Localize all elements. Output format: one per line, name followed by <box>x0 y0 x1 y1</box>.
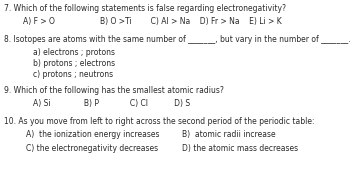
Text: a) electrons ; protons: a) electrons ; protons <box>33 48 115 57</box>
Text: A) Si              B) P             C) Cl           D) S: A) Si B) P C) Cl D) S <box>33 99 190 108</box>
Text: A) F > O                   B) O >Ti        C) Al > Na    D) Fr > Na    E) Li > K: A) F > O B) O >Ti C) Al > Na D) Fr > Na … <box>23 17 281 26</box>
Text: D) the atomic mass decreases: D) the atomic mass decreases <box>182 144 298 153</box>
Text: B)  atomic radii increase: B) atomic radii increase <box>182 130 276 139</box>
Text: C) the electronegativity decreases: C) the electronegativity decreases <box>26 144 158 153</box>
Text: c) protons ; neutrons: c) protons ; neutrons <box>33 70 113 79</box>
Text: A)  the ionization energy increases: A) the ionization energy increases <box>26 130 160 139</box>
Text: 7. Which of the following statements is false regarding electronegativity?: 7. Which of the following statements is … <box>4 4 286 13</box>
Text: 9. Which of the following has the smallest atomic radius?: 9. Which of the following has the smalle… <box>4 86 224 95</box>
Text: 10. As you move from left to right across the second period of the periodic tabl: 10. As you move from left to right acros… <box>4 117 315 126</box>
Text: b) protons ; electrons: b) protons ; electrons <box>33 59 116 68</box>
Text: 8. Isotopes are atoms with the same number of _______, but vary in the number of: 8. Isotopes are atoms with the same numb… <box>4 35 350 44</box>
